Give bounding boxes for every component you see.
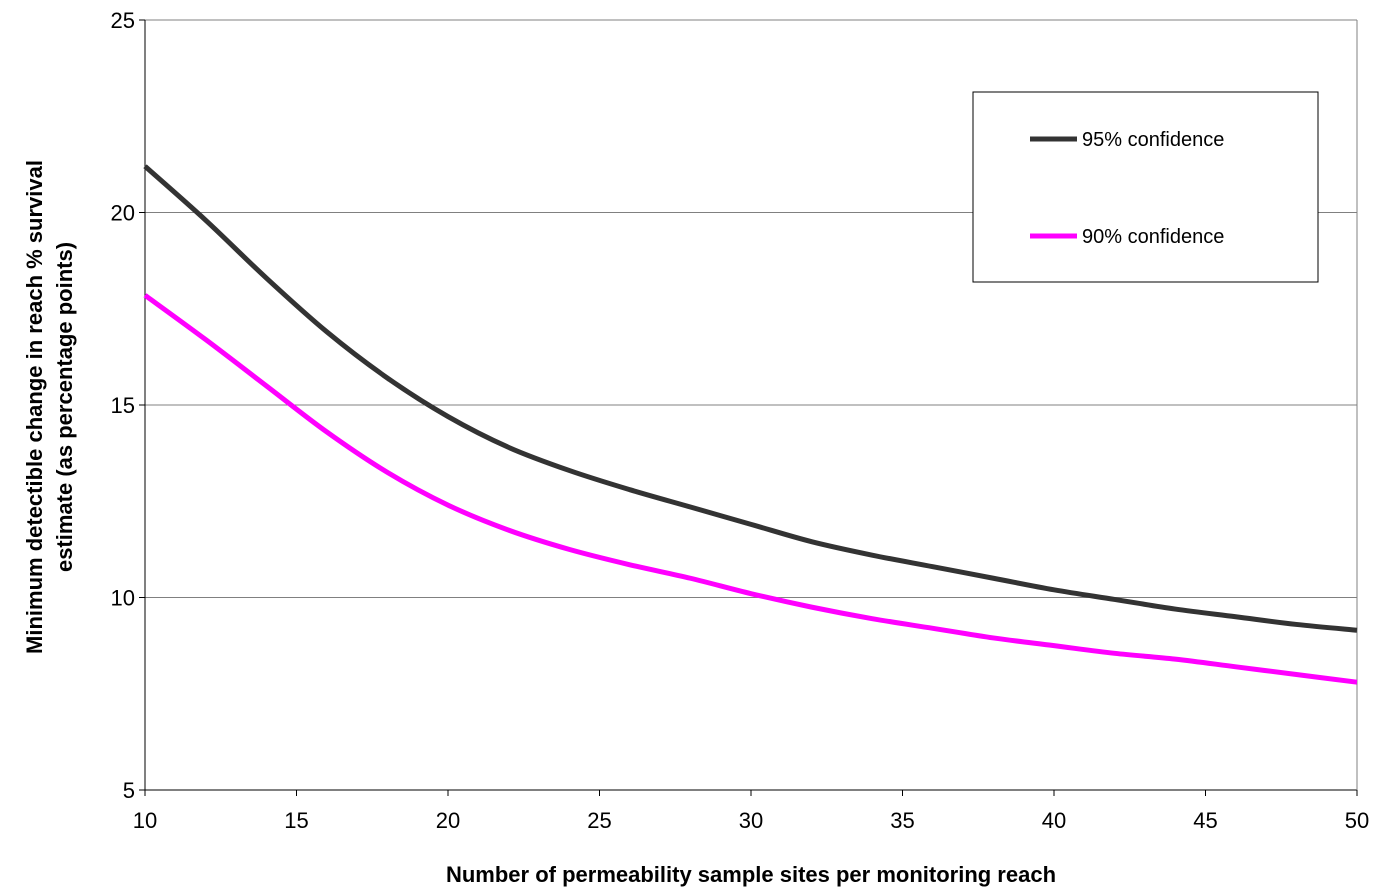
y-tick-label: 5 — [123, 778, 135, 803]
legend-box — [972, 91, 1319, 283]
series-lines — [143, 164, 1358, 685]
legend: 95% confidence 90% confidence — [972, 91, 1319, 283]
series-line-95-confidence — [143, 164, 1358, 633]
y-axis-title-line-1: Minimum detectible change in reach % sur… — [22, 160, 47, 654]
x-tick-label: 35 — [890, 808, 914, 833]
x-tick-label: 20 — [436, 808, 460, 833]
y-tick-label: 15 — [111, 393, 135, 418]
x-tick-label: 45 — [1193, 808, 1217, 833]
x-tick-label: 25 — [587, 808, 611, 833]
x-tick-label: 30 — [739, 808, 763, 833]
x-tick-label: 10 — [133, 808, 157, 833]
x-tick-label: 50 — [1345, 808, 1369, 833]
tick-labels: 5 10 15 20 25 10 15 20 25 30 35 40 45 50 — [111, 8, 1370, 833]
legend-label-90: 90% confidence — [1082, 226, 1224, 248]
y-tick-label: 25 — [111, 8, 135, 33]
x-tick-label: 15 — [284, 808, 308, 833]
y-axis-title-line-2: estimate (as percentage points) — [52, 242, 77, 572]
axes — [139, 19, 1358, 796]
y-tick-label: 20 — [111, 201, 135, 226]
legend-label-95: 95% confidence — [1082, 129, 1224, 151]
x-tick-label: 40 — [1042, 808, 1066, 833]
y-axis-title: Minimum detectible change in reach % sur… — [22, 160, 77, 654]
y-tick-label: 10 — [111, 586, 135, 611]
x-axis-title: Number of permeability sample sites per … — [446, 862, 1056, 887]
series-line-90-confidence — [143, 293, 1358, 685]
